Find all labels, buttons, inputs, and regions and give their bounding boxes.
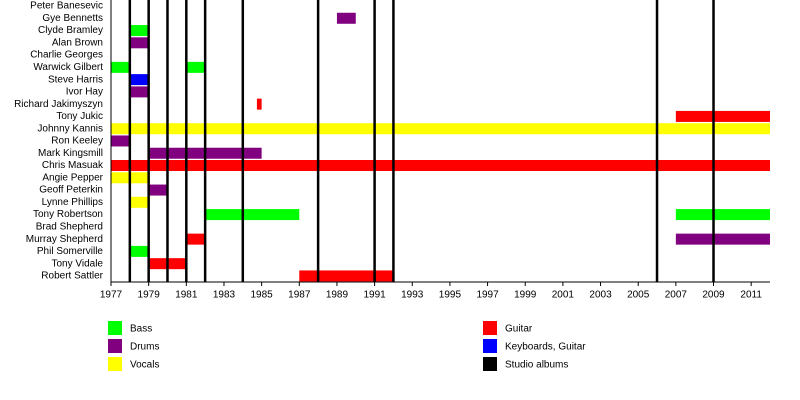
legend-label: Studio albums bbox=[505, 360, 568, 371]
membership-bar bbox=[336, 12, 356, 24]
legend-swatch bbox=[108, 357, 122, 371]
x-tick-label: 2003 bbox=[589, 290, 612, 301]
x-tick-label: 2007 bbox=[665, 290, 688, 301]
legend-swatch bbox=[483, 321, 497, 335]
member-name: Brad Shepherd bbox=[36, 222, 103, 233]
membership-bar bbox=[111, 123, 770, 135]
legend-swatch bbox=[483, 357, 497, 371]
membership-bar bbox=[675, 209, 770, 221]
x-tick-label: 2009 bbox=[702, 290, 725, 301]
membership-bar bbox=[299, 270, 394, 282]
legend-label: Drums bbox=[130, 342, 159, 353]
member-name: Angie Pepper bbox=[42, 172, 103, 183]
x-tick-label: 1987 bbox=[288, 290, 311, 301]
x-tick-label: 1981 bbox=[175, 290, 198, 301]
x-tick-label: 1977 bbox=[100, 290, 123, 301]
member-name: Alan Brown bbox=[52, 37, 103, 48]
x-tick-label: 1993 bbox=[401, 290, 424, 301]
membership-bar bbox=[129, 25, 149, 37]
membership-bar bbox=[111, 160, 770, 172]
member-name: Robert Sattler bbox=[41, 271, 103, 282]
member-name: Charlie Georges bbox=[30, 50, 103, 61]
membership-bar bbox=[129, 37, 149, 49]
membership-bar bbox=[129, 196, 149, 208]
x-tick-label: 1999 bbox=[514, 290, 537, 301]
membership-bar bbox=[129, 74, 149, 86]
member-name: Warwick Gilbert bbox=[33, 62, 103, 73]
x-tick-label: 1989 bbox=[326, 290, 349, 301]
member-name: Ivor Hay bbox=[66, 87, 103, 98]
x-tick-label: 1979 bbox=[138, 290, 161, 301]
member-name: Peter Banesevic bbox=[30, 1, 103, 12]
member-name: Tony Robertson bbox=[33, 209, 103, 220]
member-name: Lynne Phillips bbox=[42, 197, 103, 208]
member-name: Steve Harris bbox=[48, 74, 103, 85]
legend-label: Vocals bbox=[130, 360, 159, 371]
member-name: Tony Jukic bbox=[56, 111, 103, 122]
member-name: Tony Vidale bbox=[51, 258, 103, 269]
member-name: Johnny Kannis bbox=[37, 123, 103, 134]
membership-bar bbox=[675, 110, 770, 122]
member-name: Murray Shepherd bbox=[26, 234, 103, 245]
legend-swatch bbox=[108, 321, 122, 335]
member-name: Chris Masuak bbox=[42, 160, 104, 171]
membership-bar bbox=[205, 209, 300, 221]
x-tick-label: 1997 bbox=[476, 290, 499, 301]
member-name: Ron Keeley bbox=[51, 136, 103, 147]
legend-label: Guitar bbox=[505, 324, 533, 335]
membership-bar bbox=[186, 233, 206, 245]
membership-bar bbox=[256, 98, 262, 110]
legend-swatch bbox=[108, 339, 122, 353]
x-tick-label: 2005 bbox=[627, 290, 650, 301]
member-name: Phil Somerville bbox=[37, 246, 104, 257]
member-name: Mark Kingsmill bbox=[38, 148, 103, 159]
membership-bar bbox=[129, 86, 149, 98]
membership-bar bbox=[129, 245, 149, 257]
member-name: Gye Bennetts bbox=[42, 13, 103, 24]
membership-bar bbox=[148, 184, 168, 196]
member-name: Richard Jakimyszyn bbox=[14, 99, 103, 110]
x-tick-label: 2001 bbox=[552, 290, 575, 301]
membership-bar bbox=[111, 61, 130, 73]
member-name: Geoff Peterkin bbox=[39, 185, 103, 196]
legend-label: Bass bbox=[130, 324, 152, 335]
legend-label: Keyboards, Guitar bbox=[505, 342, 586, 353]
member-name: Clyde Bramley bbox=[38, 25, 103, 36]
x-tick-label: 1983 bbox=[213, 290, 236, 301]
x-tick-label: 1991 bbox=[363, 290, 386, 301]
legend-swatch bbox=[483, 339, 497, 353]
membership-bar bbox=[675, 233, 770, 245]
membership-bar bbox=[186, 61, 206, 73]
membership-bar bbox=[111, 135, 130, 147]
x-tick-label: 1985 bbox=[251, 290, 274, 301]
x-tick-label: 2011 bbox=[740, 290, 762, 301]
x-tick-label: 1995 bbox=[439, 290, 462, 301]
